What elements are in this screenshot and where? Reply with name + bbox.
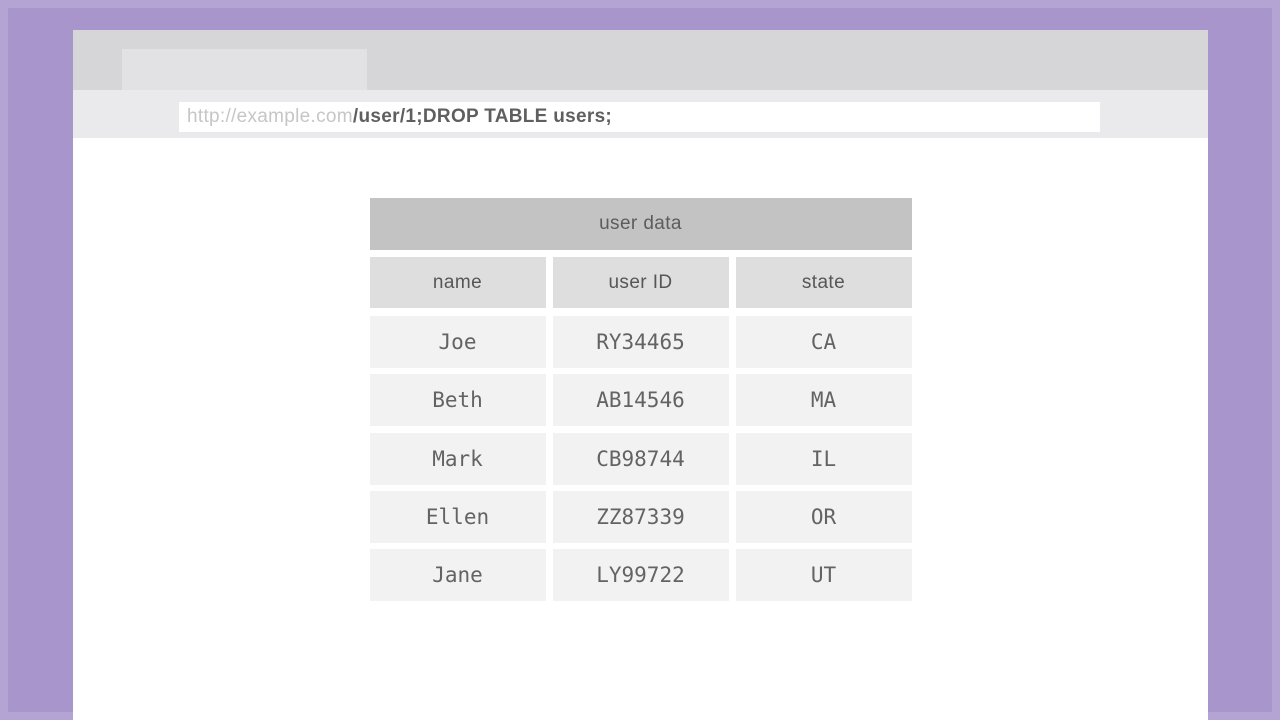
table-row: Mark CB98744 IL <box>369 432 912 485</box>
cell-state: OR <box>735 490 912 543</box>
cell-state: CA <box>735 316 912 368</box>
url-path-text: /user/1;DROP TABLE users; <box>352 106 613 127</box>
table-header-row: name user ID state <box>369 257 912 308</box>
browser-window: http://example.com/user/1;DROP TABLE use… <box>73 30 1208 720</box>
cell-user-id: CB98744 <box>552 432 729 485</box>
cell-user-id: ZZ87339 <box>552 490 729 543</box>
cell-state: IL <box>735 432 912 485</box>
user-data-table: user data name user ID state Joe RY34465… <box>369 198 912 602</box>
column-header-state: state <box>735 257 912 308</box>
cell-user-id: RY34465 <box>552 316 729 368</box>
cell-state: UT <box>735 549 912 602</box>
cell-name: Joe <box>369 316 546 368</box>
browser-top-bar <box>73 30 1208 90</box>
column-header-user-id: user ID <box>552 257 729 308</box>
page-content: user data name user ID state Joe RY34465… <box>73 138 1208 720</box>
column-header-name: name <box>369 257 546 308</box>
cell-name: Ellen <box>369 490 546 543</box>
table-title: user data <box>369 198 912 250</box>
cell-user-id: LY99722 <box>552 549 729 602</box>
table-row: Joe RY34465 CA <box>369 316 912 368</box>
table-row: Beth AB14546 MA <box>369 374 912 427</box>
cell-name: Beth <box>369 374 546 427</box>
browser-tab[interactable] <box>122 49 367 90</box>
cell-state: MA <box>735 374 912 427</box>
cell-name: Mark <box>369 432 546 485</box>
address-bar-row: http://example.com/user/1;DROP TABLE use… <box>73 90 1208 138</box>
url-domain-text: http://example.com <box>187 106 353 127</box>
cell-name: Jane <box>369 549 546 602</box>
table-row: Jane LY99722 UT <box>369 549 912 602</box>
cell-user-id: AB14546 <box>552 374 729 427</box>
table-row: Ellen ZZ87339 OR <box>369 490 912 543</box>
url-input[interactable]: http://example.com/user/1;DROP TABLE use… <box>179 102 1100 132</box>
